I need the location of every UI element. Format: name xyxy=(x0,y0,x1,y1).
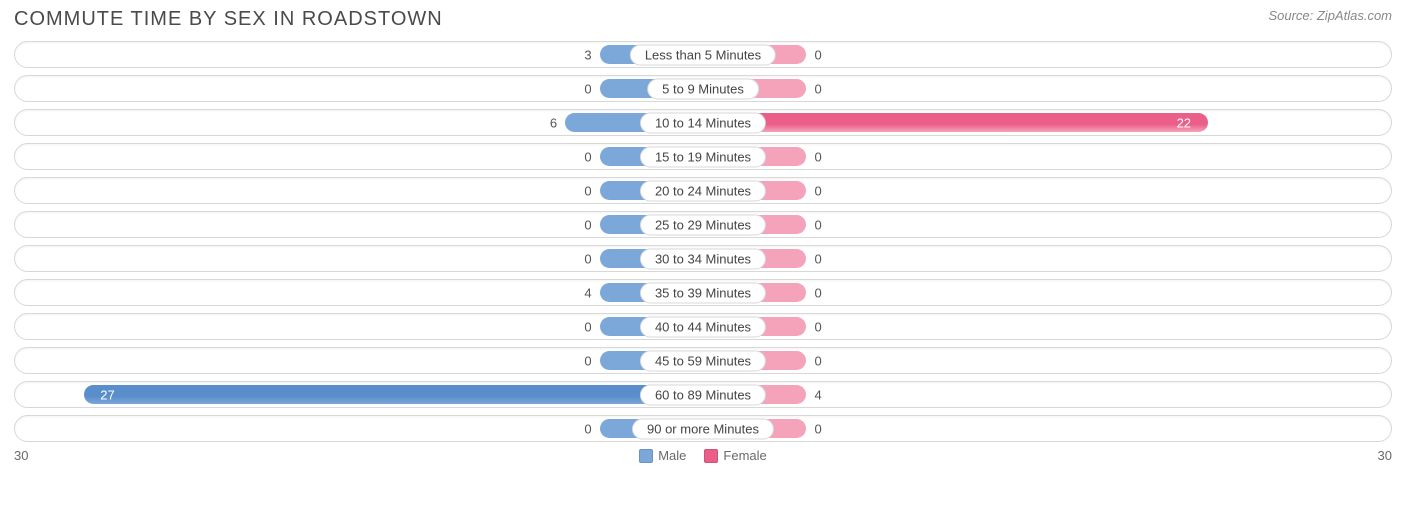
chart-row: 90 or more Minutes 0 0 xyxy=(14,415,1392,442)
chart-row: 60 to 89 Minutes 27 4 xyxy=(14,381,1392,408)
legend-item-female: Female xyxy=(704,448,766,463)
chart-row: Less than 5 Minutes 3 0 xyxy=(14,41,1392,68)
chart-row: 10 to 14 Minutes 6 22 xyxy=(14,109,1392,136)
female-value: 0 xyxy=(814,217,821,232)
male-value: 0 xyxy=(584,421,591,436)
category-label: 40 to 44 Minutes xyxy=(640,316,766,337)
female-bar xyxy=(703,113,1208,132)
category-label: 35 to 39 Minutes xyxy=(640,282,766,303)
chart-row: 30 to 34 Minutes 0 0 xyxy=(14,245,1392,272)
chart-container: COMMUTE TIME BY SEX IN ROADSTOWN Source:… xyxy=(0,0,1406,467)
female-value: 0 xyxy=(814,319,821,334)
category-label: 20 to 24 Minutes xyxy=(640,180,766,201)
female-value: 0 xyxy=(814,251,821,266)
female-value: 22 xyxy=(1177,115,1191,130)
category-label: Less than 5 Minutes xyxy=(630,44,776,65)
male-value: 0 xyxy=(584,217,591,232)
male-bar xyxy=(84,385,703,404)
male-value: 3 xyxy=(584,47,591,62)
chart-row: 20 to 24 Minutes 0 0 xyxy=(14,177,1392,204)
female-value: 0 xyxy=(814,81,821,96)
male-value: 4 xyxy=(584,285,591,300)
chart-row: 5 to 9 Minutes 0 0 xyxy=(14,75,1392,102)
female-value: 0 xyxy=(814,421,821,436)
chart-row: 35 to 39 Minutes 4 0 xyxy=(14,279,1392,306)
chart-row: 15 to 19 Minutes 0 0 xyxy=(14,143,1392,170)
chart-rows: Less than 5 Minutes 3 0 5 to 9 Minutes 0 0 10 … xyxy=(14,41,1392,442)
female-value: 0 xyxy=(814,285,821,300)
category-label: 60 to 89 Minutes xyxy=(640,384,766,405)
category-label: 10 to 14 Minutes xyxy=(640,112,766,133)
axis-max-right: 30 xyxy=(1378,448,1392,463)
male-value: 27 xyxy=(100,387,114,402)
female-value: 0 xyxy=(814,149,821,164)
male-value: 0 xyxy=(584,149,591,164)
male-value: 0 xyxy=(584,81,591,96)
chart-header: COMMUTE TIME BY SEX IN ROADSTOWN Source:… xyxy=(14,8,1392,31)
category-label: 25 to 29 Minutes xyxy=(640,214,766,235)
male-value: 0 xyxy=(584,353,591,368)
legend-item-male: Male xyxy=(639,448,686,463)
male-value: 0 xyxy=(584,251,591,266)
legend-label-male: Male xyxy=(658,448,686,463)
male-value: 0 xyxy=(584,319,591,334)
category-label: 30 to 34 Minutes xyxy=(640,248,766,269)
category-label: 15 to 19 Minutes xyxy=(640,146,766,167)
chart-row: 45 to 59 Minutes 0 0 xyxy=(14,347,1392,374)
chart-row: 25 to 29 Minutes 0 0 xyxy=(14,211,1392,238)
chart-source: Source: ZipAtlas.com xyxy=(1268,8,1392,23)
female-swatch xyxy=(704,449,718,463)
chart-title: COMMUTE TIME BY SEX IN ROADSTOWN xyxy=(14,8,443,31)
axis-max-left: 30 xyxy=(14,448,28,463)
legend-label-female: Female xyxy=(723,448,766,463)
male-swatch xyxy=(639,449,653,463)
category-label: 5 to 9 Minutes xyxy=(647,78,759,99)
category-label: 45 to 59 Minutes xyxy=(640,350,766,371)
male-value: 6 xyxy=(550,115,557,130)
female-value: 4 xyxy=(814,387,821,402)
male-value: 0 xyxy=(584,183,591,198)
female-value: 0 xyxy=(814,47,821,62)
chart-row: 40 to 44 Minutes 0 0 xyxy=(14,313,1392,340)
chart-footer: 30 Male Female 30 xyxy=(14,448,1392,463)
female-value: 0 xyxy=(814,353,821,368)
female-value: 0 xyxy=(814,183,821,198)
legend: Male Female xyxy=(639,448,767,463)
category-label: 90 or more Minutes xyxy=(632,418,774,439)
